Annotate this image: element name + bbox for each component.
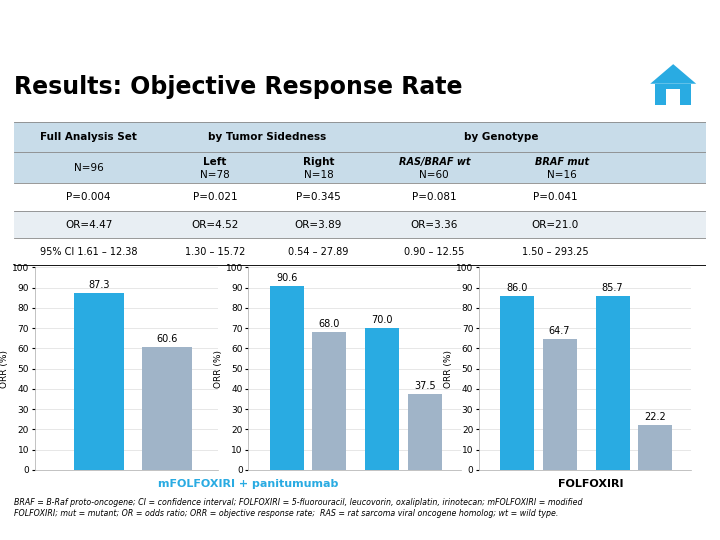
Text: Right: Right xyxy=(303,157,334,167)
Text: OR=4.52: OR=4.52 xyxy=(192,220,238,229)
Bar xyxy=(142,347,192,470)
Text: 87.3: 87.3 xyxy=(88,280,109,290)
Text: 68.0: 68.0 xyxy=(318,319,340,329)
Text: P=0.345: P=0.345 xyxy=(296,192,341,202)
Text: by Tumor Sidedness: by Tumor Sidedness xyxy=(207,132,326,141)
Y-axis label: ORR (%): ORR (%) xyxy=(214,349,222,388)
Text: N=60: N=60 xyxy=(420,170,449,180)
FancyBboxPatch shape xyxy=(14,211,706,238)
Text: P=0.041: P=0.041 xyxy=(533,192,577,202)
Text: 37.5: 37.5 xyxy=(414,381,436,391)
Text: 60.6: 60.6 xyxy=(156,334,177,344)
Text: OR=4.47: OR=4.47 xyxy=(65,220,112,229)
Text: by Genotype: by Genotype xyxy=(464,132,539,141)
Text: 70.0: 70.0 xyxy=(372,315,393,325)
Text: 90.6: 90.6 xyxy=(276,273,297,284)
Bar xyxy=(595,296,629,470)
Text: Left: Left xyxy=(203,157,227,167)
Y-axis label: ORR (%): ORR (%) xyxy=(444,349,453,388)
Text: BRAF mut: BRAF mut xyxy=(535,157,589,167)
Bar xyxy=(312,332,346,470)
Text: N=78: N=78 xyxy=(200,170,230,180)
Text: 1.50 – 293.25: 1.50 – 293.25 xyxy=(522,247,588,257)
Y-axis label: ORR (%): ORR (%) xyxy=(0,349,9,388)
Text: N=96: N=96 xyxy=(74,163,104,173)
Bar xyxy=(74,293,124,470)
Text: RAS/BRAF wt: RAS/BRAF wt xyxy=(399,157,470,167)
FancyBboxPatch shape xyxy=(14,152,706,184)
Bar xyxy=(638,425,672,470)
Text: 64.7: 64.7 xyxy=(549,326,570,336)
Bar xyxy=(408,394,441,470)
FancyBboxPatch shape xyxy=(14,122,706,152)
Text: OR=3.89: OR=3.89 xyxy=(295,220,342,229)
Polygon shape xyxy=(655,84,691,105)
Text: Full Analysis Set: Full Analysis Set xyxy=(40,132,137,141)
Text: 0.54 – 27.89: 0.54 – 27.89 xyxy=(288,247,348,257)
Text: OR=21.0: OR=21.0 xyxy=(531,220,579,229)
Text: Results: Objective Response Rate: Results: Objective Response Rate xyxy=(14,76,463,99)
Text: N=16: N=16 xyxy=(547,170,577,180)
Text: FOLFOXIRI: FOLFOXIRI xyxy=(558,479,623,489)
Text: N=18: N=18 xyxy=(304,170,333,180)
Text: 95% CI 1.61 – 12.38: 95% CI 1.61 – 12.38 xyxy=(40,247,138,257)
Text: 86.0: 86.0 xyxy=(506,282,528,293)
Text: OR=3.36: OR=3.36 xyxy=(410,220,458,229)
Text: 85.7: 85.7 xyxy=(602,283,624,293)
Text: P=0.004: P=0.004 xyxy=(66,192,111,202)
Text: Geissler M, et al. VOLFI: mFOLFOXIRI + panitumumab versus FOLFOXIRI as first-lin: Geissler M, et al. VOLFI: mFOLFOXIRI + p… xyxy=(54,18,666,37)
Bar xyxy=(269,286,304,470)
Polygon shape xyxy=(666,89,680,105)
Bar xyxy=(500,295,534,470)
Bar xyxy=(365,328,399,470)
Text: P=0.081: P=0.081 xyxy=(412,192,456,202)
Text: 0.90 – 12.55: 0.90 – 12.55 xyxy=(404,247,464,257)
Text: P=0.021: P=0.021 xyxy=(192,192,237,202)
Bar xyxy=(543,339,577,470)
Polygon shape xyxy=(650,64,696,84)
Text: mFOLFOXIRI + panitumumab: mFOLFOXIRI + panitumumab xyxy=(158,479,338,489)
Text: BRAF = B-Raf proto-oncogene; CI = confidence interval; FOLFOXIRI = 5-fluorouraci: BRAF = B-Raf proto-oncogene; CI = confid… xyxy=(14,498,583,518)
Text: 22.2: 22.2 xyxy=(644,412,666,422)
Text: 1.30 – 15.72: 1.30 – 15.72 xyxy=(184,247,245,257)
